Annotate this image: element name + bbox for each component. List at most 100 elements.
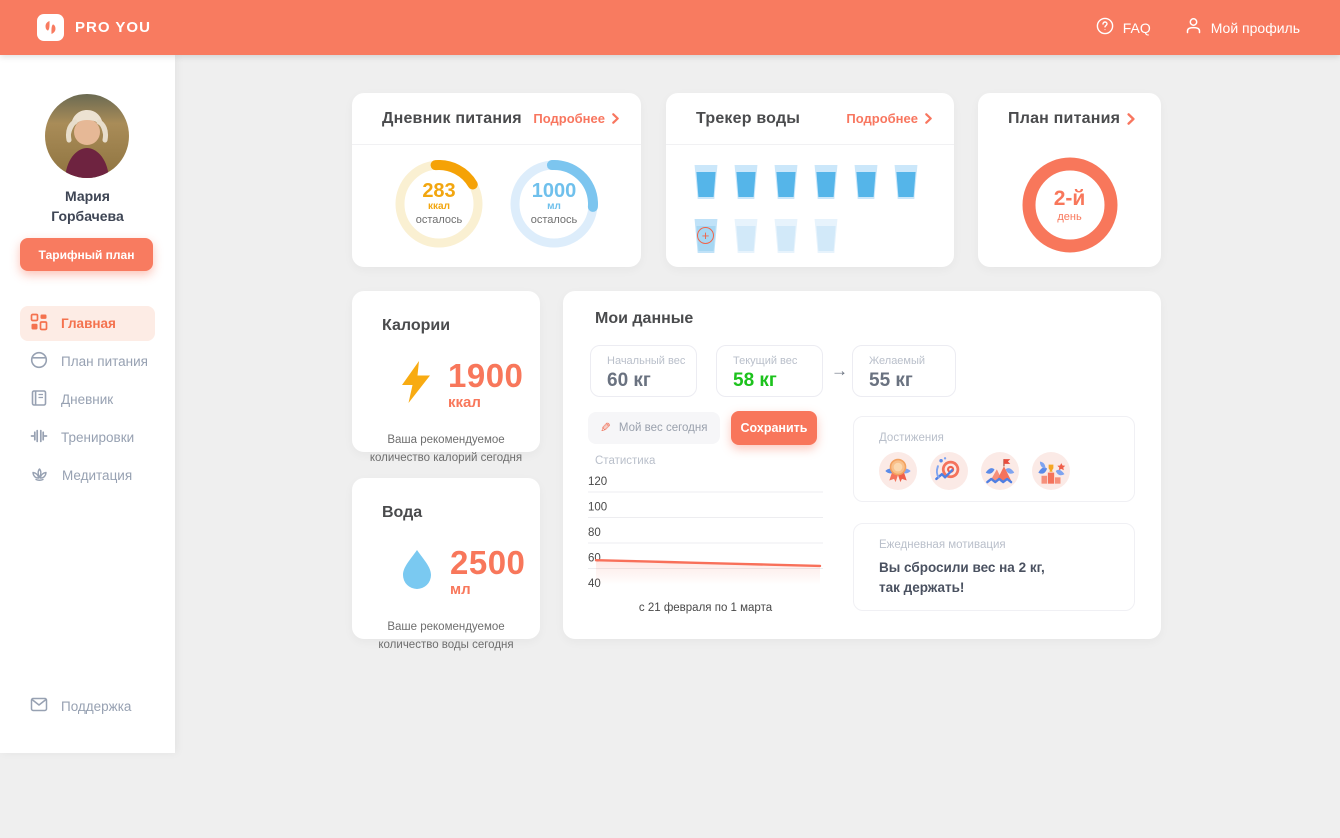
food-diary-card: Дневник питания Подробнее 283 ккал остал… [352, 93, 641, 267]
glass-water-fill [776, 226, 796, 251]
water-tracker-more-link[interactable]: Подробнее [846, 111, 932, 126]
calories-value: 1900 [448, 357, 524, 394]
calories-description: Ваша рекомендуемое количество калорий се… [369, 434, 523, 464]
divider [666, 144, 954, 145]
sidebar-item-label: План питания [61, 354, 148, 369]
ring-unit: мл [547, 200, 561, 212]
card-title: Дневник питания [382, 109, 522, 127]
card-title: Калории [382, 317, 451, 334]
ring-caption: осталось [415, 214, 463, 227]
water-value: 2500 [450, 544, 526, 581]
meal-plan-day-ring: 2-й день [1022, 157, 1118, 253]
weight-label: Текущий вес [733, 355, 798, 367]
glass-water-fill [736, 226, 756, 251]
glass-water-fill [776, 172, 796, 197]
ring-caption: осталось [530, 214, 578, 227]
ring-unit: ккал [428, 200, 450, 212]
weight-value: 55 кг [869, 370, 913, 391]
faq-link[interactable]: FAQ [1096, 17, 1151, 38]
water-drop-icon [400, 548, 434, 595]
sidebar-item-support[interactable]: Поддержка [30, 697, 131, 715]
weight-value: 60 кг [607, 370, 651, 391]
water-glass-full[interactable] [814, 165, 838, 199]
calories-unit: ккал [448, 394, 481, 411]
arrow-right-glyph: → [831, 361, 848, 380]
user-name: Мария Горбачева [51, 188, 124, 224]
svg-text:120: 120 [588, 476, 607, 488]
envelope-icon [30, 697, 48, 715]
medal-icon [879, 452, 917, 495]
calories-remaining-ring: 283 ккал осталось [395, 160, 483, 248]
sidebar-item-label: Медитация [62, 468, 133, 483]
statistics-label: Статистика [595, 455, 656, 467]
logo-icon [37, 14, 64, 41]
plus-circle-icon: + [697, 227, 714, 244]
meal-plan-card: План питания 2-й день [978, 93, 1161, 267]
sidebar-item-diary[interactable]: Дневник [20, 382, 155, 417]
water-glass-full[interactable] [894, 165, 918, 199]
logo-text: PRO YOU [75, 19, 151, 36]
sidebar-nav: Главная План питания Дневник [0, 303, 175, 496]
dashboard-grid-icon [30, 313, 48, 334]
add-water-glass[interactable]: + [694, 219, 718, 253]
plan-day-value: 2-й [1053, 187, 1086, 211]
water-glass-full[interactable] [694, 165, 718, 199]
chevron-right-icon [612, 113, 619, 124]
water-glass-full[interactable] [854, 165, 878, 199]
dumbbell-icon [30, 427, 48, 448]
svg-text:80: 80 [588, 527, 601, 539]
plan-day-caption: день [1057, 210, 1082, 223]
weight-label: Начальный вес [607, 355, 686, 367]
water-glass-full[interactable] [734, 165, 758, 199]
motivation-text: Вы сбросили вес на 2 кг, так держать! [879, 560, 1045, 595]
water-glass-full[interactable] [774, 165, 798, 199]
sidebar-item-label: Дневник [61, 392, 114, 407]
more-label: Подробнее [846, 111, 918, 126]
food-diary-more-link[interactable]: Подробнее [533, 111, 619, 126]
mountain-flag-icon [981, 452, 1019, 495]
sidebar-item-meditation[interactable]: Медитация [20, 458, 155, 493]
ring-value: 1000 [531, 179, 577, 202]
water-unit: мл [450, 581, 471, 598]
meal-plan-more-link[interactable] [1127, 112, 1135, 125]
calories-card: Калории 1900 ккал Ваша рекомендуемое кол… [352, 291, 540, 464]
water-card: Вода 2500 мл Ваше рекомендуемое количест… [352, 478, 540, 651]
tariff-plan-button[interactable]: Тарифный план [20, 238, 153, 271]
pencil-icon: ✎ [600, 420, 611, 435]
target-icon [930, 452, 968, 495]
water-description: Ваше рекомендуемое количество воды сегод… [378, 621, 514, 651]
svg-text:100: 100 [588, 502, 607, 514]
faq-label: FAQ [1122, 19, 1151, 36]
weight-label: Желаемый [869, 355, 926, 367]
card-title: Мои данные [595, 310, 694, 327]
motivation-label: Ежедневная мотивация [879, 539, 1006, 551]
app-logo: PRO YOU [37, 14, 151, 41]
weight-today-input[interactable] [618, 422, 719, 434]
achievements-box: Достижения [853, 416, 1135, 502]
chart-caption: с 21 февраля по 1 марта [638, 602, 773, 614]
card-title: Трекер воды [696, 109, 801, 127]
plate-icon [30, 351, 48, 372]
sidebar-item-main[interactable]: Главная [20, 306, 155, 341]
glass-water-fill [736, 172, 756, 197]
water-glass-empty[interactable] [734, 219, 758, 253]
water-glass-empty[interactable] [814, 219, 838, 253]
sidebar-item-label: Тренировки [61, 430, 135, 445]
ring-value: 283 [422, 179, 456, 202]
water-glass-empty[interactable] [774, 219, 798, 253]
weight-value: 58 кг [733, 370, 777, 391]
sidebar-item-workouts[interactable]: Тренировки [20, 420, 155, 455]
weight-chart: 120 100 80 60 40 с 21 февраля по 1 марта [588, 473, 823, 614]
save-button[interactable]: Сохранить [731, 411, 817, 445]
water-glasses: + [693, 165, 941, 253]
sidebar-item-meal-plan[interactable]: План питания [20, 344, 155, 379]
glass-water-fill [816, 226, 836, 251]
glass-water-fill [816, 172, 836, 197]
start-weight-box: Начальный вес 60 кг [590, 345, 697, 397]
weight-input-wrap: ✎ [588, 412, 720, 444]
card-title: Вода [382, 504, 423, 521]
more-label: Подробнее [533, 111, 605, 126]
sidebar-item-label: Главная [61, 316, 116, 331]
profile-link[interactable]: Мой профиль [1185, 17, 1300, 38]
